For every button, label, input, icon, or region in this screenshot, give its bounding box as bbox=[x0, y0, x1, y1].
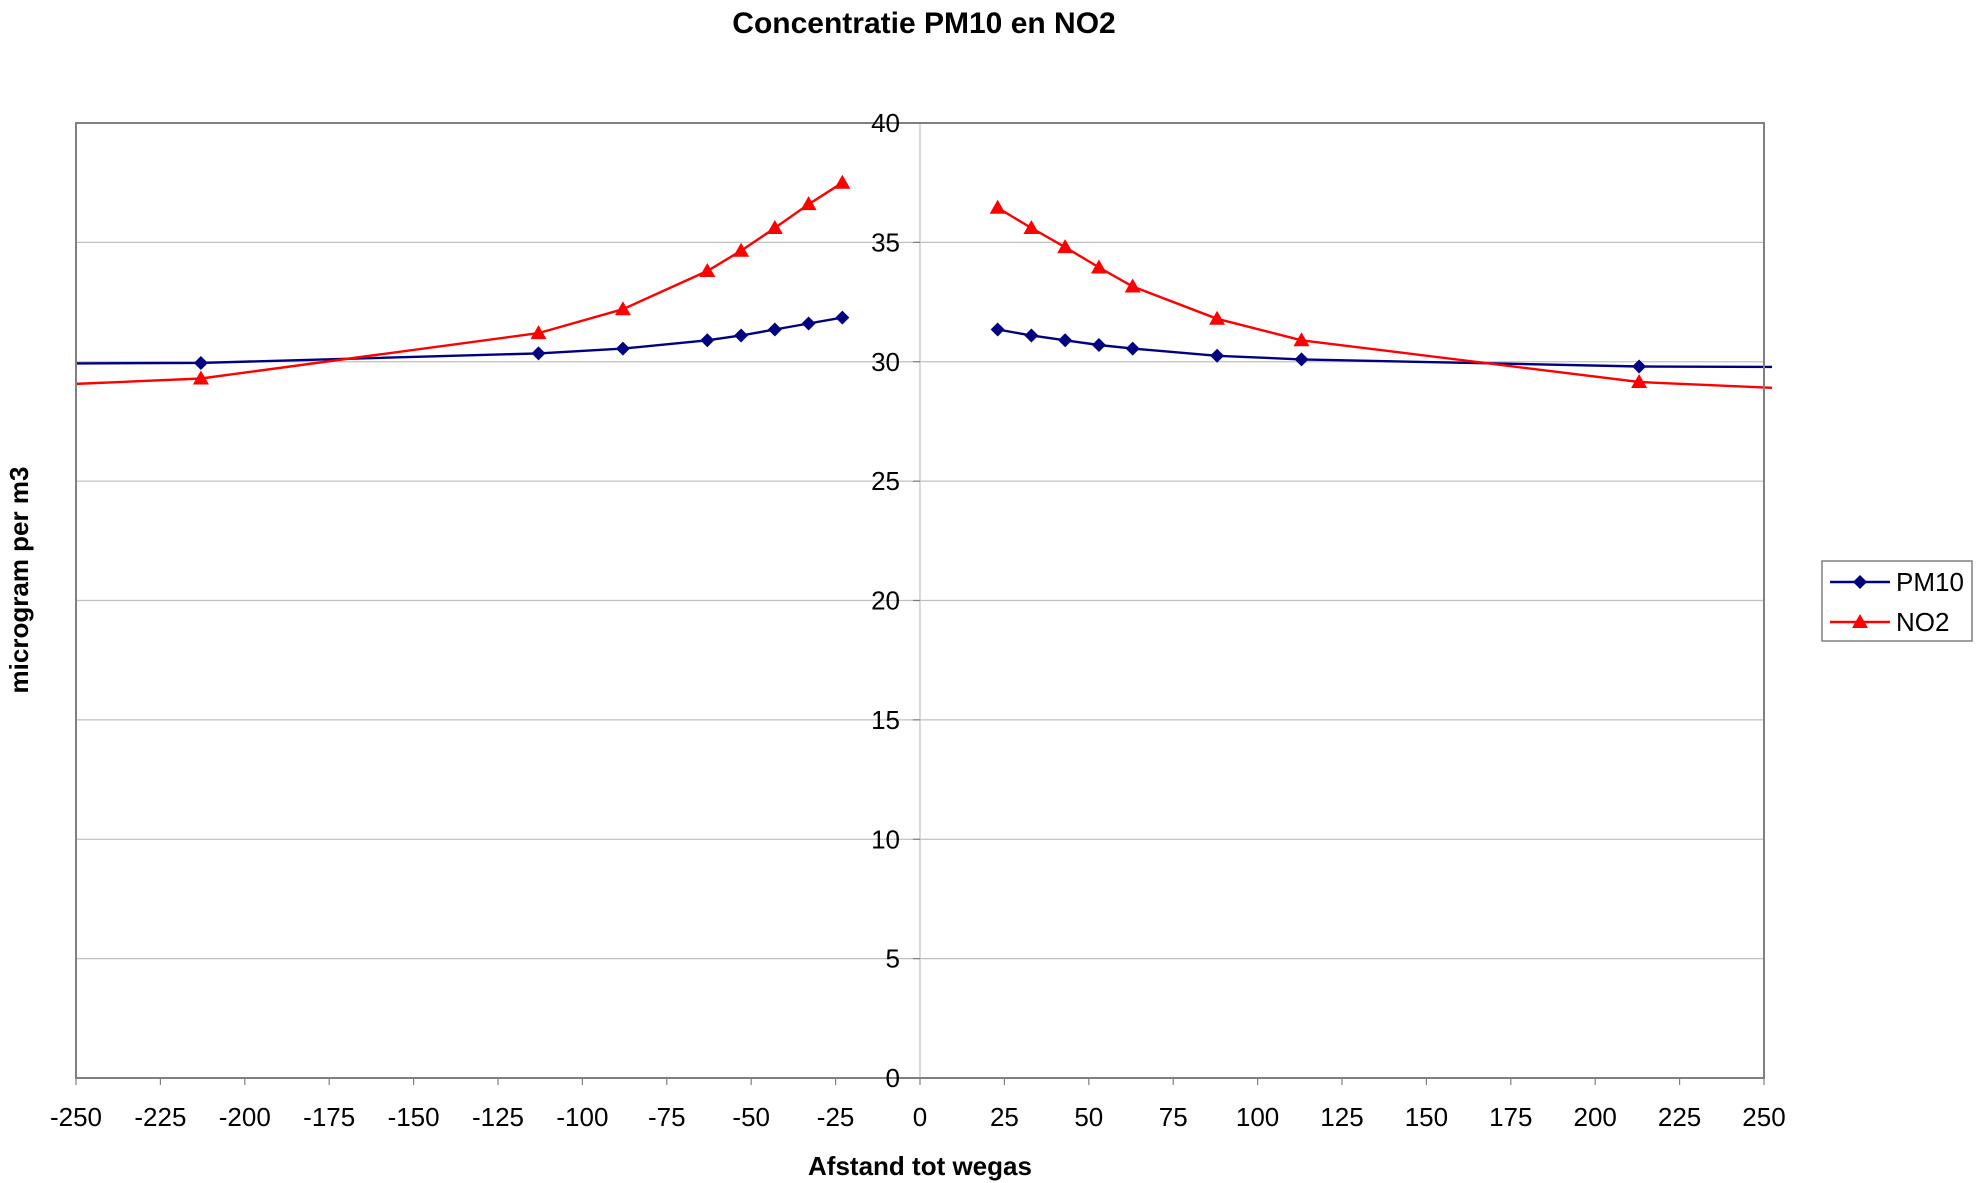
y-tick-label: 0 bbox=[886, 1063, 900, 1093]
x-tick-label: -200 bbox=[219, 1102, 271, 1132]
data-point-pm10 bbox=[531, 346, 546, 361]
data-point-no2 bbox=[1124, 278, 1141, 293]
data-point-pm10 bbox=[700, 333, 715, 348]
x-tick-label: 150 bbox=[1405, 1102, 1448, 1132]
x-tick-label: -175 bbox=[303, 1102, 355, 1132]
data-point-pm10 bbox=[1058, 333, 1073, 348]
legend-item-no2: NO2 bbox=[1830, 607, 1949, 637]
legend-label: PM10 bbox=[1896, 567, 1964, 597]
data-point-no2 bbox=[192, 370, 209, 385]
x-tick-label: -125 bbox=[472, 1102, 524, 1132]
data-point-pm10 bbox=[990, 322, 1005, 337]
x-tick-label: 250 bbox=[1742, 1102, 1785, 1132]
data-point-no2 bbox=[1090, 259, 1107, 274]
y-tick-label: 20 bbox=[871, 586, 900, 616]
x-tick-label: 225 bbox=[1658, 1102, 1701, 1132]
x-axis-ticks: -250 -225 -200 -175 -150 -125 -100 -75 -50 -25 0 25… bbox=[50, 1078, 1786, 1132]
x-tick-label: -100 bbox=[556, 1102, 608, 1132]
x-tick-label: 200 bbox=[1574, 1102, 1617, 1132]
x-tick-label: 75 bbox=[1159, 1102, 1188, 1132]
data-point-no2 bbox=[1023, 220, 1040, 235]
data-point-no2 bbox=[800, 196, 817, 211]
data-point-pm10 bbox=[1632, 359, 1647, 374]
data-point-no2 bbox=[1631, 374, 1648, 389]
data-point-pm10 bbox=[1125, 341, 1140, 356]
data-point-no2 bbox=[1057, 239, 1074, 254]
data-point-pm10 bbox=[1091, 338, 1106, 353]
x-tick-label: -150 bbox=[388, 1102, 440, 1132]
x-tick-label: 25 bbox=[990, 1102, 1019, 1132]
x-tick-label: -75 bbox=[648, 1102, 686, 1132]
x-tick-label: -50 bbox=[732, 1102, 770, 1132]
data-point-no2 bbox=[1209, 310, 1226, 325]
data-point-no2 bbox=[766, 220, 783, 235]
data-point-pm10 bbox=[1210, 348, 1225, 363]
legend-item-pm10: PM10 bbox=[1830, 567, 1964, 597]
data-point-pm10 bbox=[1294, 352, 1309, 367]
data-point-no2 bbox=[699, 263, 716, 278]
series-layer bbox=[76, 174, 1772, 389]
y-tick-label: 35 bbox=[871, 227, 900, 257]
x-tick-label: 100 bbox=[1236, 1102, 1279, 1132]
y-tick-label: 25 bbox=[871, 466, 900, 496]
data-point-pm10 bbox=[615, 341, 630, 356]
data-point-pm10 bbox=[1024, 328, 1039, 343]
chart-title: Concentratie PM10 en NO2 bbox=[732, 7, 1115, 40]
y-tick-label: 15 bbox=[871, 705, 900, 735]
data-point-no2 bbox=[530, 325, 547, 340]
x-tick-label: -225 bbox=[134, 1102, 186, 1132]
legend: PM10 NO2 bbox=[1821, 560, 1973, 642]
x-tick-label: 50 bbox=[1074, 1102, 1103, 1132]
data-point-pm10 bbox=[734, 328, 749, 343]
y-axis-ticks: 0 5 10 15 20 25 30 35 40 bbox=[871, 108, 900, 1093]
x-tick-label: 125 bbox=[1320, 1102, 1363, 1132]
x-tick-label: -250 bbox=[50, 1102, 102, 1132]
data-point-pm10 bbox=[193, 355, 208, 370]
y-tick-label: 10 bbox=[871, 824, 900, 854]
series-no2 bbox=[76, 174, 1772, 389]
data-point-pm10 bbox=[767, 322, 782, 337]
x-tick-label: -25 bbox=[817, 1102, 855, 1132]
y-tick-label: 5 bbox=[886, 944, 900, 974]
legend-diamond-icon bbox=[1853, 575, 1867, 589]
legend-triangle-icon bbox=[1852, 614, 1868, 628]
series-pm10 bbox=[76, 310, 1772, 374]
data-point-no2 bbox=[989, 199, 1006, 214]
legend-label: NO2 bbox=[1896, 607, 1949, 637]
data-point-no2 bbox=[1293, 332, 1310, 347]
x-tick-label: 0 bbox=[913, 1102, 927, 1132]
data-point-pm10 bbox=[835, 310, 850, 325]
x-axis-title: Afstand tot wegas bbox=[808, 1151, 1032, 1181]
data-point-no2 bbox=[834, 174, 851, 189]
data-point-no2 bbox=[733, 242, 750, 257]
y-tick-label: 40 bbox=[871, 108, 900, 138]
data-point-pm10 bbox=[801, 316, 816, 331]
y-axis-title: microgram per m3 bbox=[4, 467, 34, 694]
y-tick-label: 30 bbox=[871, 347, 900, 377]
data-point-no2 bbox=[614, 301, 631, 316]
legend-box bbox=[1821, 560, 1973, 642]
x-tick-label: 175 bbox=[1489, 1102, 1532, 1132]
